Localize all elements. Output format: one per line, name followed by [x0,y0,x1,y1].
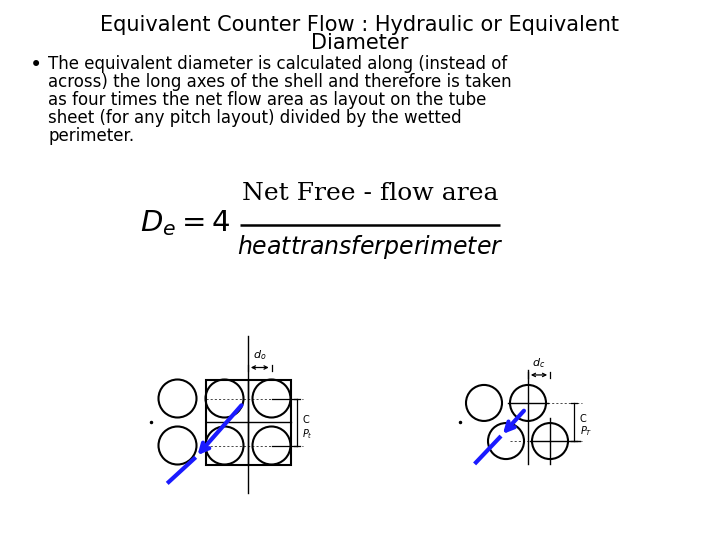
Text: C: C [580,415,587,424]
Text: C: C [302,415,310,425]
Text: Equivalent Counter Flow : Hydraulic or Equivalent: Equivalent Counter Flow : Hydraulic or E… [101,15,619,35]
Text: •: • [30,55,42,75]
Text: $P_t$: $P_t$ [302,427,313,441]
Text: across) the long axes of the shell and therefore is taken: across) the long axes of the shell and t… [48,73,512,91]
Text: $d_o$: $d_o$ [253,349,266,362]
Bar [205,380,290,464]
Text: Diameter: Diameter [311,33,409,53]
Text: $d_c$: $d_c$ [532,356,546,370]
Text: The equivalent diameter is calculated along (instead of: The equivalent diameter is calculated al… [48,55,508,73]
Text: perimeter.: perimeter. [48,127,134,145]
Text: $\mathit{heattransferperimeter}$: $\mathit{heattransferperimeter}$ [237,233,503,261]
Text: sheet (for any pitch layout) divided by the wetted: sheet (for any pitch layout) divided by … [48,109,462,127]
Text: $D_e = 4$: $D_e = 4$ [140,208,230,238]
Text: $P_T$: $P_T$ [580,424,593,438]
Text: as four times the net flow area as layout on the tube: as four times the net flow area as layou… [48,91,487,109]
Text: Net Free - flow area: Net Free - flow area [242,182,498,205]
